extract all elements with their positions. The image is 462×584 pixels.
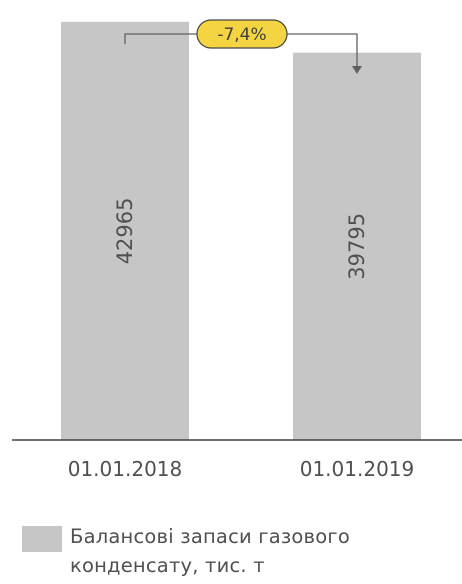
arrow-down-icon <box>352 66 362 74</box>
bar-01.01.2018 <box>61 21 189 440</box>
legend-swatch <box>22 526 62 552</box>
x-tick-label-01.01.2019: 01.01.2019 <box>300 457 415 481</box>
change-annotation: -7,4% <box>124 19 362 74</box>
data-label-01.01.2018: 42965 <box>113 197 137 264</box>
change-connector-arrow-line <box>284 33 358 67</box>
bar-01.01.2019 <box>293 52 421 441</box>
bars-group <box>61 21 421 441</box>
legend-label: Балансові запаси газового конденсату, ти… <box>70 525 350 577</box>
x-tick-labels-group: 01.01.2018 01.01.2019 <box>68 457 415 481</box>
value-labels-group: 42965 39795 <box>113 197 369 279</box>
change-badge <box>196 19 288 49</box>
change-badge-label: -7,4% <box>217 25 266 45</box>
x-tick-label-01.01.2018: 01.01.2018 <box>68 457 183 481</box>
bar-chart: 42965 39795 01.01.2018 01.01.2019 -7,4% <box>12 19 462 481</box>
data-label-01.01.2019: 39795 <box>345 213 369 280</box>
change-connector <box>124 33 200 44</box>
legend: Балансові запаси газового конденсату, ти… <box>22 522 440 580</box>
